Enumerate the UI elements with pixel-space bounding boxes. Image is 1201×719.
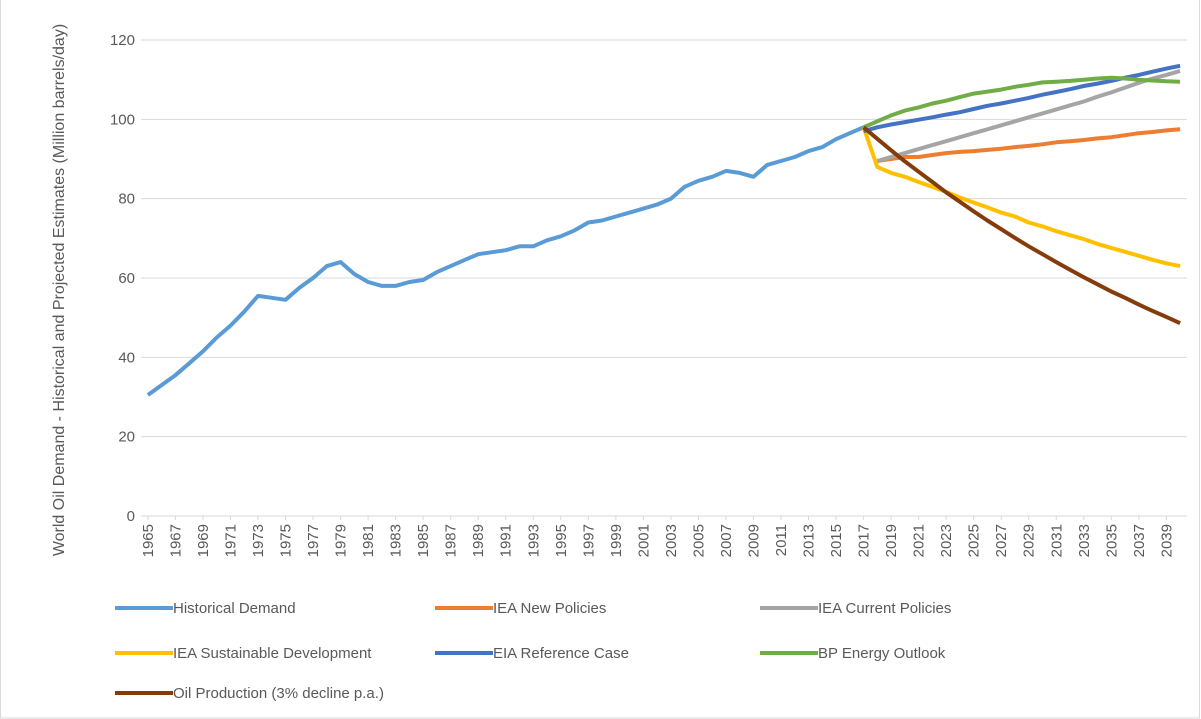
x-tick-label: 1971 xyxy=(222,524,239,557)
x-tick-label: 1965 xyxy=(140,524,157,557)
x-tick-label: 1995 xyxy=(553,524,570,557)
legend-label: EIA Reference Case xyxy=(493,645,629,662)
x-tick-label: 2029 xyxy=(1021,524,1038,557)
x-tick-label: 1991 xyxy=(498,524,515,557)
x-tick-label: 2035 xyxy=(1103,524,1120,557)
x-tick-label: 2027 xyxy=(993,524,1010,557)
x-tick-label: 2019 xyxy=(883,524,900,557)
y-tick-label: 0 xyxy=(127,508,135,525)
series-line xyxy=(146,125,865,397)
x-tick-label: 1967 xyxy=(167,524,184,557)
x-tick-label: 2001 xyxy=(635,524,652,557)
y-axis-label: World Oil Demand - Historical and Projec… xyxy=(51,23,68,557)
x-tick-label: 1973 xyxy=(250,524,267,557)
x-tick-label: 2037 xyxy=(1131,524,1148,557)
series-line xyxy=(863,63,1181,134)
legend-label: IEA New Policies xyxy=(493,600,606,617)
legend-label: IEA Sustainable Development xyxy=(173,645,372,662)
x-tick-label: 2017 xyxy=(856,524,873,557)
x-tick-label: 2039 xyxy=(1158,524,1175,557)
x-tick-label: 1969 xyxy=(195,524,212,557)
series-line xyxy=(861,126,1181,269)
x-tick-label: 2015 xyxy=(828,524,845,557)
x-tick-label: 1985 xyxy=(415,524,432,557)
y-tick-label: 60 xyxy=(118,270,135,287)
legend-label: IEA Current Policies xyxy=(818,600,951,617)
x-tick-label: 1981 xyxy=(360,524,377,557)
x-tick-label: 2007 xyxy=(718,524,735,557)
y-tick-label: 20 xyxy=(118,429,135,446)
legend-label: Oil Production (3% decline p.a.) xyxy=(173,685,384,702)
series-line xyxy=(862,75,1181,130)
y-tick-label: 40 xyxy=(118,349,135,366)
x-tick-label: 1983 xyxy=(388,524,405,557)
x-tick-label: 2033 xyxy=(1076,524,1093,557)
x-tick-label: 2011 xyxy=(773,524,790,556)
series-line xyxy=(862,125,1181,326)
x-tick-label: 2025 xyxy=(966,524,983,557)
y-tick-label: 120 xyxy=(110,32,135,49)
x-tick-label: 1997 xyxy=(580,524,597,557)
x-tick-label: 1993 xyxy=(525,524,542,557)
series-line xyxy=(876,68,1181,163)
x-tick-label: 2009 xyxy=(745,524,762,557)
x-tick-label: 2031 xyxy=(1048,524,1065,557)
series-line xyxy=(877,127,1181,163)
legend-label: BP Energy Outlook xyxy=(818,645,946,662)
legend-label: Historical Demand xyxy=(173,600,296,617)
x-tick-label: 1987 xyxy=(443,524,460,557)
y-tick-label: 100 xyxy=(110,111,135,128)
x-tick-label: 1999 xyxy=(608,524,625,557)
x-tick-label: 1977 xyxy=(305,524,322,557)
x-tick-label: 1989 xyxy=(470,524,487,557)
x-tick-label: 2003 xyxy=(663,524,680,557)
y-tick-label: 80 xyxy=(118,191,135,208)
x-tick-label: 1979 xyxy=(333,524,350,557)
x-tick-label: 1975 xyxy=(278,524,295,557)
x-tick-label: 2013 xyxy=(801,524,818,557)
x-tick-label: 2023 xyxy=(938,524,955,557)
x-tick-label: 2021 xyxy=(911,524,928,557)
x-tick-label: 2005 xyxy=(690,524,707,557)
